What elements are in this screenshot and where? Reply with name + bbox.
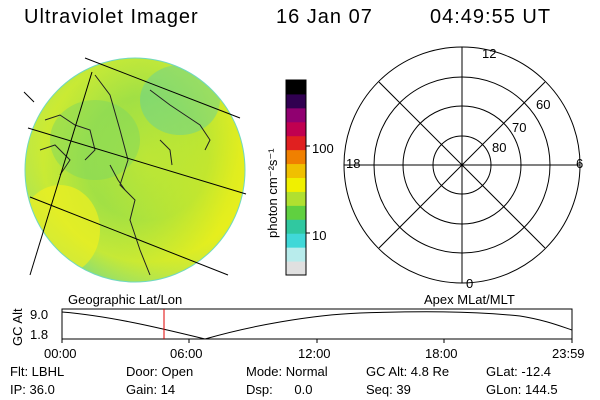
colorbar-segment bbox=[286, 80, 306, 95]
xtick-0600: 06:00 bbox=[170, 346, 203, 361]
mlat-label-80: 80 bbox=[492, 140, 507, 155]
colorbar-segment bbox=[286, 219, 306, 234]
colorbar-tick-10: 10 bbox=[312, 228, 327, 243]
colorbar-segment bbox=[286, 149, 306, 165]
colorbar-segment bbox=[286, 135, 306, 151]
apex-label: Apex MLat/MLT bbox=[424, 292, 515, 307]
info-mode: Mode: Normal bbox=[246, 364, 328, 379]
altitude-ytick-9: 9.0 bbox=[30, 307, 49, 322]
info-ip: IP: 36.0 bbox=[10, 382, 55, 397]
xtick-2359: 23:59 bbox=[552, 346, 585, 361]
colorbar-segment bbox=[286, 93, 306, 109]
info-door: Door: Open bbox=[126, 364, 194, 379]
colorbar-border bbox=[285, 79, 307, 276]
colorbar-segment bbox=[286, 261, 306, 276]
colorbar-segment bbox=[286, 247, 306, 262]
colorbar-segment bbox=[286, 163, 306, 178]
mlt-label-6: 6 bbox=[576, 156, 584, 171]
geographic-label: Geographic Lat/Lon bbox=[68, 292, 183, 307]
xtick-1800: 18:00 bbox=[425, 346, 458, 361]
mlat-label-60: 60 bbox=[536, 97, 551, 112]
colorbar-segment bbox=[286, 107, 306, 123]
colorbar-segment bbox=[286, 177, 306, 192]
xtick-0000: 00:00 bbox=[44, 346, 77, 361]
time-label: 04:49:55 UT bbox=[430, 6, 552, 28]
info-dsp: Dsp: 0.0 bbox=[246, 382, 313, 397]
colorbar-segment bbox=[286, 121, 306, 137]
info-flt: Flt: LBHL bbox=[10, 364, 65, 379]
info-gcalt: GC Alt: 4.8 Re bbox=[366, 364, 450, 379]
altitude-ylabel: GC Alt bbox=[10, 308, 25, 346]
colorbar-segment bbox=[286, 191, 306, 206]
instrument-title: Ultraviolet Imager bbox=[24, 6, 199, 28]
colorbar-segment bbox=[286, 233, 306, 248]
colorbar-segment bbox=[286, 205, 306, 220]
mlt-label-12: 12 bbox=[482, 46, 497, 61]
date-label: 16 Jan 07 bbox=[276, 6, 373, 28]
xtick-1200: 12:00 bbox=[298, 346, 331, 361]
info-seq: Seq: 39 bbox=[366, 382, 411, 397]
info-glat: GLat: -12.4 bbox=[486, 364, 552, 379]
mlt-label-0: 0 bbox=[466, 276, 474, 291]
mlat-label-70: 70 bbox=[512, 120, 527, 135]
info-gain: Gain: 14 bbox=[126, 382, 176, 397]
altitude-ytick-1.8: 1.8 bbox=[30, 327, 49, 342]
info-glon: GLon: 144.5 bbox=[486, 382, 558, 397]
mlt-label-18: 18 bbox=[346, 156, 361, 171]
colorbar-tick-100: 100 bbox=[312, 141, 334, 156]
